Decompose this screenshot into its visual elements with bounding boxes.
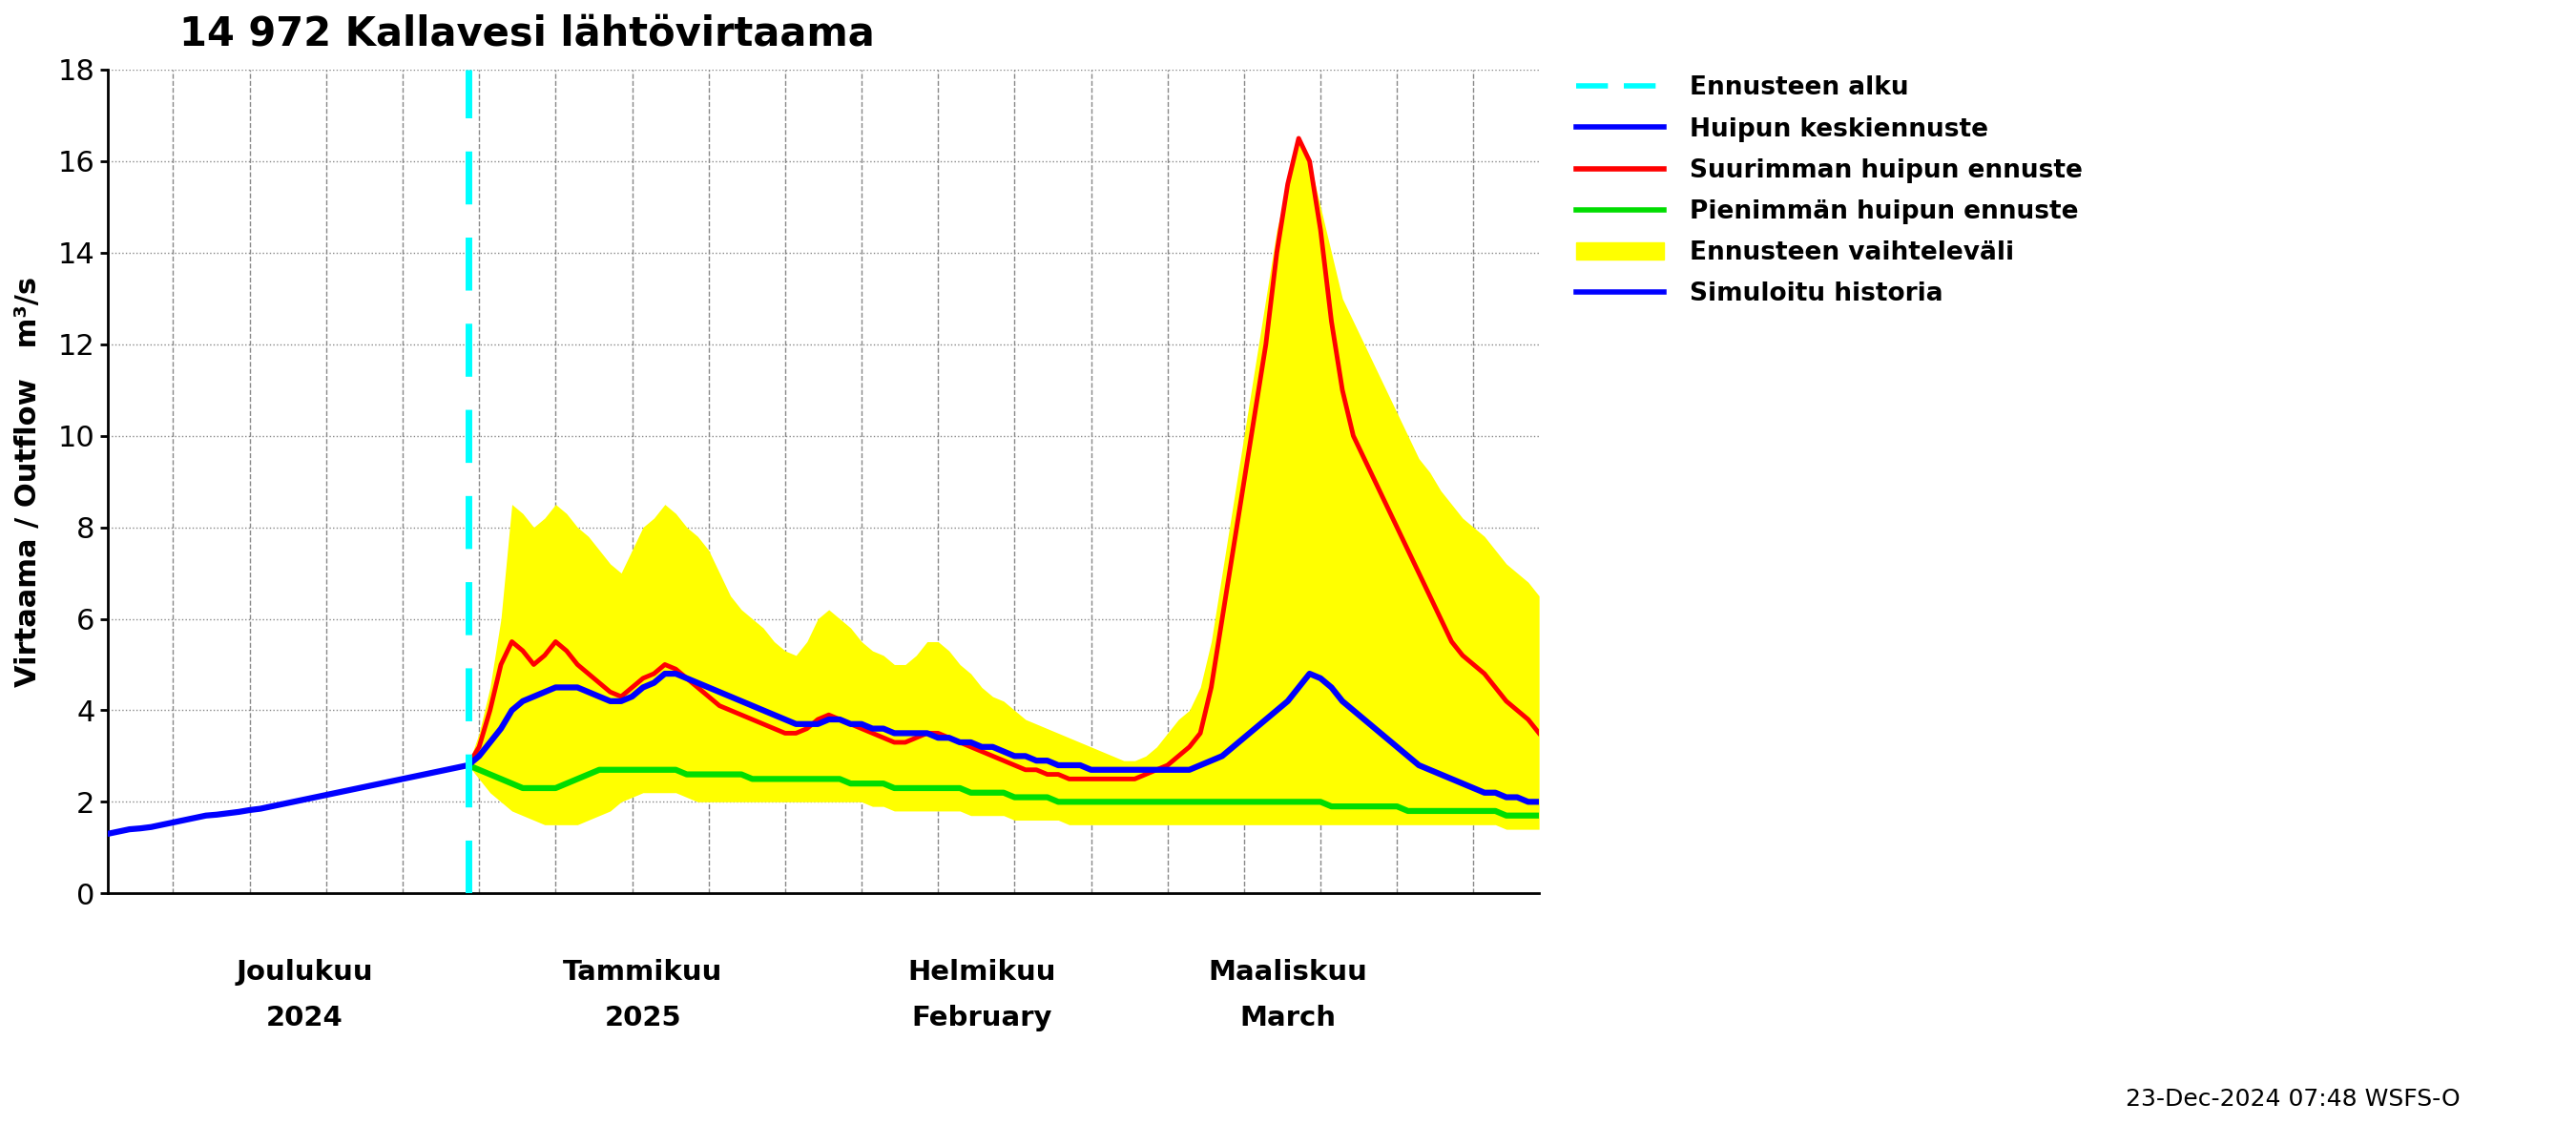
Text: Helmikuu: Helmikuu	[907, 960, 1056, 986]
Text: 2024: 2024	[265, 1004, 343, 1032]
Y-axis label: Virtaama / Outflow   m³/s: Virtaama / Outflow m³/s	[15, 276, 41, 687]
Text: March: March	[1239, 1004, 1337, 1032]
Legend: Ennusteen alku, Huipun keskiennuste, Suurimman huipun ennuste, Pienimmän huipun : Ennusteen alku, Huipun keskiennuste, Suu…	[1566, 65, 2092, 317]
Text: 14 972 Kallavesi lähtövirtaama: 14 972 Kallavesi lähtövirtaama	[180, 14, 873, 54]
Text: 23-Dec-2024 07:48 WSFS-O: 23-Dec-2024 07:48 WSFS-O	[2125, 1088, 2460, 1111]
Text: Maaliskuu: Maaliskuu	[1208, 960, 1368, 986]
Text: 2025: 2025	[605, 1004, 683, 1032]
Text: Tammikuu: Tammikuu	[564, 960, 724, 986]
Text: Joulukuu: Joulukuu	[237, 960, 374, 986]
Text: February: February	[912, 1004, 1051, 1032]
